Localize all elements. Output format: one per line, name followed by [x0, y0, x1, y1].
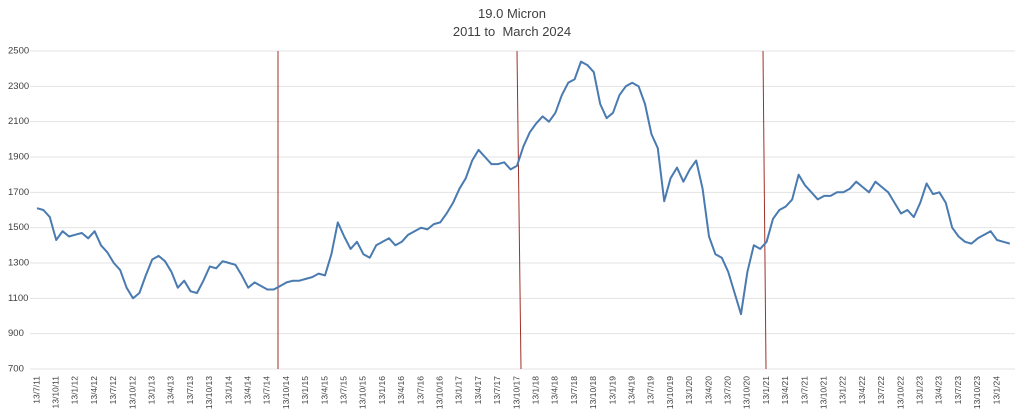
x-tick-label: 13/4/21	[780, 376, 790, 405]
x-tick-label: 13/1/12	[70, 376, 80, 405]
x-tick-label: 13/4/22	[857, 376, 867, 405]
y-tick-label: 1900	[8, 152, 29, 163]
y-tick-label: 1500	[8, 222, 29, 233]
x-tick-label: 13/7/23	[953, 376, 963, 405]
x-tick-label: 13/4/18	[550, 376, 560, 405]
x-tick-label: 13/10/20	[742, 376, 752, 409]
x-tick-label: 13/4/20	[703, 376, 713, 405]
y-tick-label: 2300	[8, 81, 29, 92]
x-tick-label: 13/7/13	[185, 376, 195, 405]
x-tick-label: 13/1/24	[991, 376, 1001, 405]
x-tick-label: 13/4/23	[934, 376, 944, 405]
y-tick-label: 1100	[8, 293, 28, 304]
x-tick-label: 13/4/12	[89, 376, 99, 405]
marker-line	[516, 50, 522, 370]
y-tick-label: 900	[8, 328, 24, 339]
x-tick-label: 13/10/12	[127, 376, 137, 409]
x-tick-label: 13/10/16	[434, 376, 444, 409]
x-tick-label: 13/7/19	[646, 376, 656, 405]
x-tick-label: 13/10/17	[511, 376, 521, 409]
x-tick-label: 13/7/14	[262, 376, 272, 405]
x-tick-label: 13/4/16	[396, 376, 406, 405]
x-tick-label: 13/4/13	[166, 376, 176, 405]
plot	[36, 60, 1011, 316]
x-tick-label: 13/10/21	[818, 376, 828, 409]
x-tick-label: 13/4/19	[626, 376, 636, 405]
x-tick-label: 13/4/15	[319, 376, 329, 405]
grid: 700 900 1100 1300 1500 1700 1900 2100 2300 2500 13…	[8, 46, 1015, 409]
y-tick-label: 700	[8, 364, 24, 375]
chart-subtitle: 2011 to March 2024	[453, 24, 571, 39]
x-tick-label: 13/1/14	[223, 376, 233, 405]
x-tick-label: 13/7/20	[722, 376, 732, 405]
x-tick-label: 13/7/16	[415, 376, 425, 405]
x-tick-label: 13/1/15	[300, 376, 310, 405]
data-line	[36, 60, 1011, 316]
y-tick-label: 1300	[8, 258, 29, 269]
x-tick-label: 13/7/18	[569, 376, 579, 405]
y-tick-label: 2500	[8, 46, 29, 57]
chart-title: 19.0 Micron	[478, 6, 546, 21]
x-tick-label: 13/4/17	[473, 376, 483, 405]
x-tick-label: 13/10/22	[895, 376, 905, 409]
x-tick-label: 13/1/19	[607, 376, 617, 405]
x-tick-label: 13/4/14	[242, 376, 252, 405]
x-tick-label: 13/1/17	[454, 376, 464, 405]
x-tick-label: 13/10/19	[665, 376, 675, 409]
x-tick-label: 13/7/12	[108, 376, 118, 405]
x-tick-label: 13/7/22	[876, 376, 886, 405]
x-tick-label: 13/1/21	[761, 376, 771, 405]
x-tick-label: 13/1/18	[530, 376, 540, 405]
x-tick-label: 13/1/13	[146, 376, 156, 405]
x-tick-label: 13/10/23	[972, 376, 982, 409]
x-tick-label: 13/1/20	[684, 376, 694, 405]
x-tick-label: 13/1/23	[914, 376, 924, 405]
x-tick-label: 13/10/18	[588, 376, 598, 409]
y-tick-label: 1700	[8, 187, 29, 198]
x-tick-label: 13/7/11	[31, 376, 41, 404]
y-tick-label: 2100	[8, 116, 29, 127]
x-tick-label: 13/10/13	[204, 376, 214, 409]
x-tick-label: 13/10/11	[50, 376, 60, 409]
marker-line	[762, 50, 767, 370]
x-tick-label: 13/10/14	[281, 376, 291, 409]
x-tick-label: 13/1/16	[377, 376, 387, 405]
x-tick-label: 13/1/22	[838, 376, 848, 405]
x-tick-label: 13/7/15	[338, 376, 348, 405]
x-tick-label: 13/7/17	[492, 376, 502, 405]
x-tick-label: 13/7/21	[799, 376, 809, 405]
x-tick-label: 13/10/15	[358, 376, 368, 409]
